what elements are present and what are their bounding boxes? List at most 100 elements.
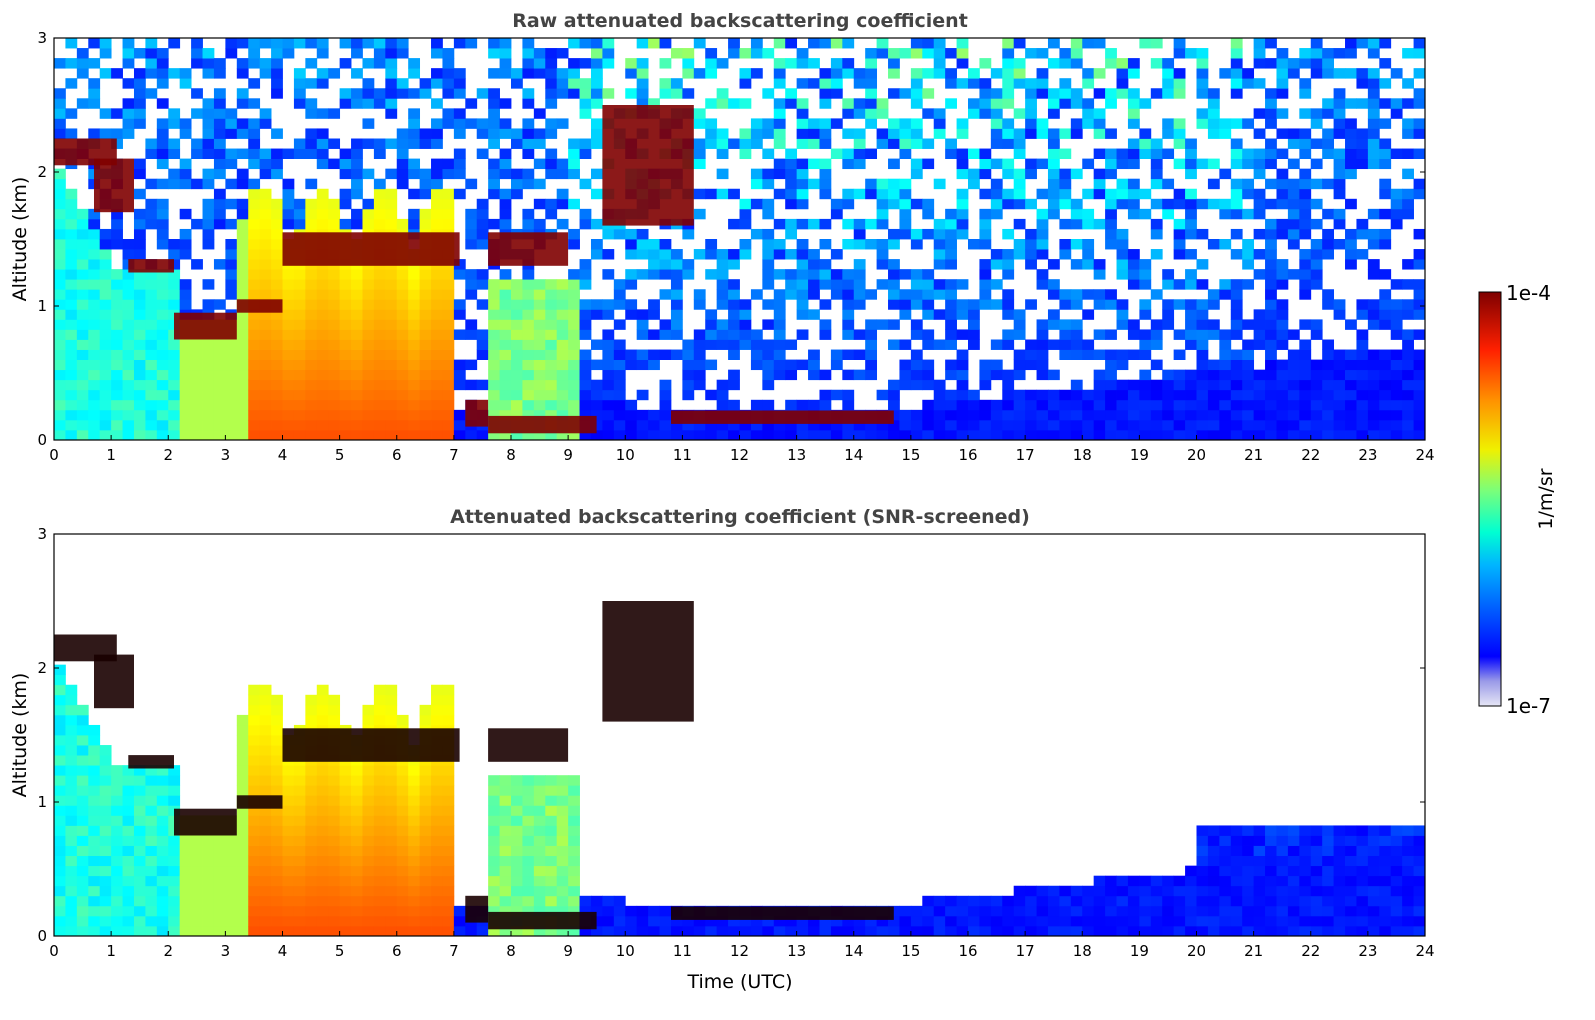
heatmap-cell — [65, 349, 78, 360]
heatmap-cell — [1093, 925, 1106, 937]
heatmap-cell — [1025, 88, 1037, 99]
heatmap-cell — [168, 925, 181, 937]
heatmap-cell — [728, 419, 740, 431]
heatmap-cell — [88, 369, 101, 381]
heatmap-cell — [88, 845, 101, 856]
heatmap-cell — [156, 835, 169, 846]
heatmap-cell — [248, 805, 261, 816]
heatmap-cell — [305, 885, 318, 897]
heatmap-cell — [1356, 835, 1369, 846]
heatmap-cell — [271, 875, 283, 887]
heatmap-cell — [1345, 875, 1357, 887]
heatmap-cell — [1276, 198, 1289, 210]
heatmap-cell — [328, 795, 341, 806]
heatmap-cell — [191, 895, 203, 907]
heatmap-cell — [1230, 845, 1243, 856]
heatmap-cell — [1116, 239, 1129, 250]
heatmap-cell — [1287, 865, 1300, 877]
heatmap-cell — [76, 775, 89, 786]
heatmap-cell — [99, 329, 112, 340]
heatmap-cell — [613, 399, 626, 411]
cloud-layer — [671, 906, 894, 920]
heatmap-cell — [1036, 319, 1049, 330]
heatmap-cell — [282, 825, 295, 836]
heatmap-cell — [351, 299, 363, 310]
heatmap-cell — [625, 239, 638, 250]
heatmap-cell — [442, 429, 455, 441]
heatmap-cell — [76, 815, 89, 826]
heatmap-cell — [99, 259, 112, 270]
heatmap-cell — [1093, 389, 1106, 401]
heatmap-cell — [522, 775, 535, 786]
heatmap-cell — [65, 724, 78, 736]
heatmap-cell — [1345, 228, 1357, 240]
heatmap-cell — [853, 279, 866, 290]
heatmap-cell — [465, 38, 478, 49]
heatmap-cell — [1310, 118, 1323, 129]
heatmap-cell — [248, 228, 261, 240]
heatmap-cell — [1333, 299, 1346, 310]
heatmap-cell — [1036, 158, 1049, 170]
heatmap-cell — [488, 775, 500, 786]
heatmap-cell — [1219, 429, 1232, 441]
heatmap-cell — [316, 865, 329, 877]
heatmap-cell — [88, 745, 101, 756]
heatmap-cell — [1390, 319, 1403, 330]
colorbar-gradient — [1478, 291, 1502, 707]
heatmap-cell — [568, 399, 580, 411]
heatmap-cell — [1333, 915, 1346, 927]
heatmap-cell — [773, 429, 786, 441]
heatmap-cell — [899, 339, 912, 350]
heatmap-cell — [808, 158, 820, 170]
heatmap-cell — [533, 329, 546, 340]
heatmap-cell — [888, 905, 900, 917]
heatmap-cell — [1070, 429, 1083, 441]
heatmap-cell — [659, 399, 672, 411]
heatmap-cell — [1345, 409, 1357, 421]
heatmap-cell — [705, 188, 718, 200]
heatmap-cell — [842, 218, 855, 230]
heatmap-cell — [54, 349, 66, 360]
heatmap-cell — [1070, 319, 1083, 330]
heatmap-cell — [202, 98, 215, 109]
heatmap-cell — [1402, 925, 1414, 937]
heatmap-cell — [453, 379, 466, 391]
heatmap-cell — [1036, 118, 1049, 129]
heatmap-cell — [522, 218, 535, 230]
heatmap-cell — [1013, 218, 1026, 230]
heatmap-cell — [1356, 895, 1369, 907]
heatmap-cell — [556, 399, 569, 411]
heatmap-cell — [739, 925, 752, 937]
heatmap-cell — [431, 775, 443, 786]
heatmap-cell — [1356, 845, 1369, 856]
heatmap-cell — [1287, 359, 1300, 371]
heatmap-cell — [956, 925, 969, 937]
heatmap-cell — [693, 208, 706, 220]
heatmap-cell — [1093, 875, 1106, 887]
heatmap-cell — [202, 419, 215, 431]
heatmap-cell — [225, 158, 238, 170]
heatmap-cell — [225, 429, 238, 441]
heatmap-cell — [1379, 825, 1392, 836]
heatmap-cell — [545, 845, 558, 856]
heatmap-cell — [1082, 208, 1095, 220]
heatmap-cell — [431, 379, 443, 391]
heatmap-cell — [225, 369, 238, 381]
heatmap-cell — [271, 704, 283, 716]
heatmap-cell — [568, 855, 580, 867]
y-tick-label: 0 — [37, 431, 47, 449]
heatmap-cell — [899, 88, 912, 99]
heatmap-cell — [1333, 905, 1346, 917]
heatmap-cell — [533, 369, 546, 381]
heatmap-cell — [133, 68, 146, 79]
heatmap-cell — [1367, 158, 1380, 170]
heatmap-cell — [191, 148, 203, 159]
heatmap-cell — [225, 279, 238, 290]
heatmap-cell — [236, 198, 249, 210]
heatmap-cell — [328, 915, 341, 927]
heatmap-cell — [453, 299, 466, 310]
heatmap-cell — [362, 168, 375, 180]
heatmap-cell — [259, 349, 272, 360]
heatmap-cell — [522, 835, 535, 846]
heatmap-cell — [1390, 845, 1403, 856]
